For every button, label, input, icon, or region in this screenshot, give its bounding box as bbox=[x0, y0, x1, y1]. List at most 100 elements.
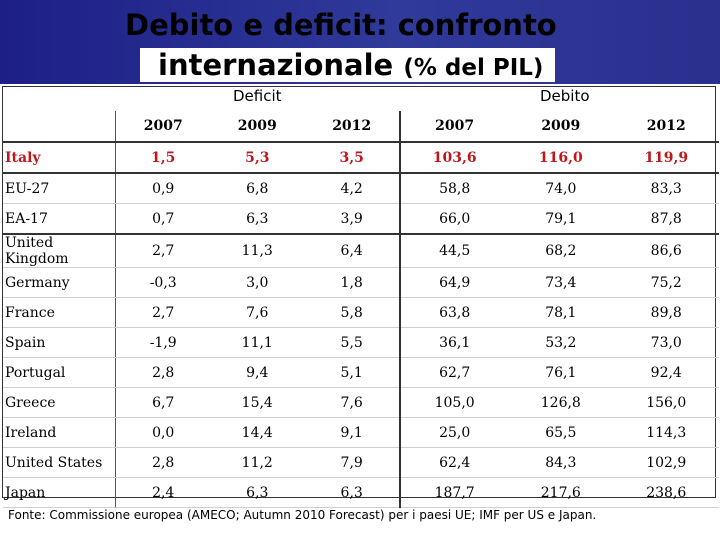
debt-cell: 76,1 bbox=[508, 357, 614, 388]
debt-cell: 217,6 bbox=[508, 477, 614, 508]
country-cell: Ireland bbox=[3, 417, 116, 448]
deficit-cell: 6,8 bbox=[210, 173, 305, 204]
debt-cell: 44,5 bbox=[400, 234, 509, 268]
deficit-cell: 6,4 bbox=[304, 234, 402, 268]
country-cell: United States bbox=[3, 447, 116, 478]
country-cell: United Kingdom bbox=[3, 234, 116, 268]
deficit-cell: 6,3 bbox=[304, 477, 402, 508]
debt-cell: 102,9 bbox=[613, 447, 719, 478]
deficit-cell: 0,0 bbox=[115, 417, 211, 448]
deficit-cell: 5,3 bbox=[210, 142, 305, 174]
deficit-cell: 0,7 bbox=[115, 203, 211, 235]
deficit-cell: 3,5 bbox=[304, 142, 402, 174]
year-header: 2009 bbox=[210, 111, 305, 143]
table-row: United States 2,8 11,2 7,9 62,4 84,3 102,9 bbox=[3, 447, 719, 478]
table-row: Greece 6,7 15,4 7,6 105,0 126,8 156,0 bbox=[3, 387, 719, 418]
country-cell: Japan bbox=[3, 477, 116, 508]
page-title-line2: internazionale (% del PIL) bbox=[140, 48, 556, 82]
debt-group-label: Debito bbox=[540, 87, 590, 105]
deficit-cell: 7,6 bbox=[210, 297, 305, 328]
country-cell: Italy bbox=[3, 142, 116, 174]
debt-cell: 25,0 bbox=[400, 417, 509, 448]
debt-cell: 114,3 bbox=[613, 417, 719, 448]
country-cell: Germany bbox=[3, 267, 116, 298]
debt-cell: 65,5 bbox=[508, 417, 614, 448]
deficit-cell: 14,4 bbox=[210, 417, 305, 448]
country-cell: France bbox=[3, 297, 116, 328]
deficit-group-label: Deficit bbox=[233, 87, 282, 105]
deficit-cell: 9,1 bbox=[304, 417, 402, 448]
debt-cell: 73,0 bbox=[613, 327, 719, 358]
debt-cell: 62,4 bbox=[400, 447, 509, 478]
table-row: Italy 1,5 5,3 3,5 103,6 116,0 119,9 bbox=[3, 142, 719, 174]
debt-cell: 84,3 bbox=[508, 447, 614, 478]
source-footnote: Fonte: Commissione europea (AMECO; Autum… bbox=[8, 508, 597, 522]
page-title-unit: (% del PIL) bbox=[403, 55, 544, 81]
debt-cell: 156,0 bbox=[613, 387, 719, 418]
table-row: Japan 2,4 6,3 6,3 187,7 217,6 238,6 bbox=[3, 477, 719, 508]
deficit-cell: 7,6 bbox=[304, 387, 402, 418]
table-row: EU-27 0,9 6,8 4,2 58,8 74,0 83,3 bbox=[3, 173, 719, 204]
deficit-cell: 2,4 bbox=[115, 477, 211, 508]
page-title-line1: Debito e deficit: confronto bbox=[125, 8, 557, 42]
debt-cell: 87,8 bbox=[613, 203, 719, 235]
deficit-cell: 11,1 bbox=[210, 327, 305, 358]
table-row: United Kingdom 2,7 11,3 6,4 44,5 68,2 86,6 bbox=[3, 234, 719, 268]
header-row: 2007 2009 2012 2007 2009 2012 bbox=[3, 111, 719, 143]
debt-cell: 64,9 bbox=[400, 267, 509, 298]
country-cell: Portugal bbox=[3, 357, 116, 388]
data-table: 2007 2009 2012 2007 2009 2012 Italy 1,5 5,… bbox=[3, 111, 719, 508]
deficit-cell: 4,2 bbox=[304, 173, 402, 204]
table-row: EA-17 0,7 6,3 3,9 66,0 79,1 87,8 bbox=[3, 203, 719, 235]
debt-cell: 83,3 bbox=[613, 173, 719, 204]
deficit-cell: 3,9 bbox=[304, 203, 402, 235]
deficit-cell: 11,2 bbox=[210, 447, 305, 478]
deficit-cell: 1,8 bbox=[304, 267, 402, 298]
table-sheet: Deficit Debito 2007 2009 2012 2007 2009 … bbox=[0, 84, 720, 508]
debt-cell: 105,0 bbox=[400, 387, 509, 418]
debt-cell: 78,1 bbox=[508, 297, 614, 328]
table-row: Germany -0,3 3,0 1,8 64,9 73,4 75,2 bbox=[3, 267, 719, 298]
deficit-cell: 5,5 bbox=[304, 327, 402, 358]
table-row: Ireland 0,0 14,4 9,1 25,0 65,5 114,3 bbox=[3, 417, 719, 448]
debt-cell: 103,6 bbox=[400, 142, 509, 174]
debt-cell: 89,8 bbox=[613, 297, 719, 328]
deficit-cell: 2,8 bbox=[115, 357, 211, 388]
debt-cell: 187,7 bbox=[400, 477, 509, 508]
deficit-cell: 9,4 bbox=[210, 357, 305, 388]
debt-cell: 53,2 bbox=[508, 327, 614, 358]
debt-cell: 36,1 bbox=[400, 327, 509, 358]
debt-cell: 68,2 bbox=[508, 234, 614, 268]
debt-cell: 116,0 bbox=[508, 142, 614, 174]
debt-cell: 86,6 bbox=[613, 234, 719, 268]
country-cell: Spain bbox=[3, 327, 116, 358]
debt-cell: 58,8 bbox=[400, 173, 509, 204]
deficit-cell: 6,7 bbox=[115, 387, 211, 418]
year-header: 2012 bbox=[304, 111, 402, 143]
year-header: 2012 bbox=[613, 111, 719, 143]
deficit-cell: 1,5 bbox=[115, 142, 211, 174]
debt-cell: 238,6 bbox=[613, 477, 719, 508]
debt-cell: 62,7 bbox=[400, 357, 509, 388]
table-row: France 2,7 7,6 5,8 63,8 78,1 89,8 bbox=[3, 297, 719, 328]
deficit-cell: 3,0 bbox=[210, 267, 305, 298]
deficit-cell: -0,3 bbox=[115, 267, 211, 298]
deficit-cell: -1,9 bbox=[115, 327, 211, 358]
debt-cell: 74,0 bbox=[508, 173, 614, 204]
deficit-cell: 7,9 bbox=[304, 447, 402, 478]
deficit-cell: 5,1 bbox=[304, 357, 402, 388]
country-cell: Greece bbox=[3, 387, 116, 418]
page-title-main: internazionale bbox=[158, 48, 394, 82]
deficit-cell: 2,7 bbox=[115, 297, 211, 328]
deficit-cell: 5,8 bbox=[304, 297, 402, 328]
deficit-cell: 0,9 bbox=[115, 173, 211, 204]
debt-cell: 126,8 bbox=[508, 387, 614, 418]
country-cell: EA-17 bbox=[3, 203, 116, 235]
deficit-cell: 6,3 bbox=[210, 477, 305, 508]
deficit-cell: 6,3 bbox=[210, 203, 305, 235]
deficit-cell: 15,4 bbox=[210, 387, 305, 418]
year-header: 2007 bbox=[115, 111, 211, 143]
debt-cell: 92,4 bbox=[613, 357, 719, 388]
deficit-cell: 2,7 bbox=[115, 234, 211, 268]
year-header: 2009 bbox=[508, 111, 614, 143]
